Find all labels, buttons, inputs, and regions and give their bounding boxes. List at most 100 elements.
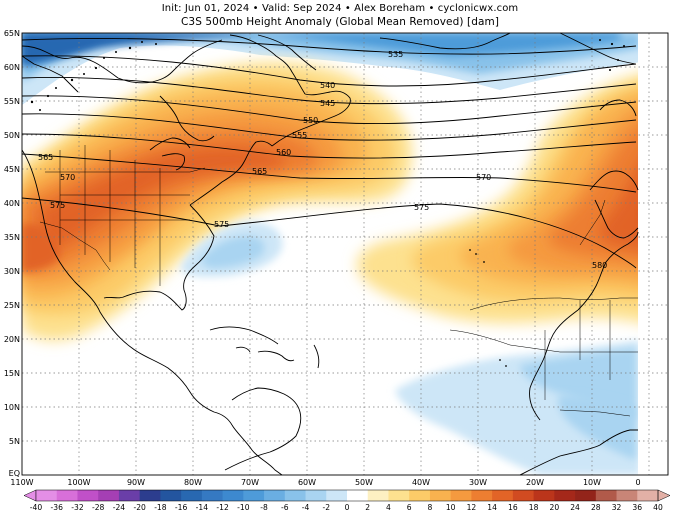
colorbar-swatch: [388, 490, 410, 501]
colorbar-tick-label: 12: [467, 503, 477, 511]
colorbar-tick-label: 14: [487, 503, 497, 511]
graticule: [22, 33, 668, 475]
colorbar-swatch: [98, 490, 120, 501]
lat-label: 25N: [4, 301, 20, 310]
colorbar-tick-label: -20: [133, 503, 146, 511]
colorbar-swatch: [181, 490, 203, 501]
lat-label: 45N: [4, 165, 20, 174]
colorbar-min-arrow: [23, 489, 37, 502]
colorbar-tick-label: 24: [570, 503, 580, 511]
lat-label: 20N: [4, 335, 20, 344]
lon-label: 70W: [241, 478, 259, 487]
colorbar-tick-label: -18: [154, 503, 167, 511]
colorbar-swatch: [264, 490, 286, 501]
longitude-labels: 110W 100W 90W 80W 70W 60W 50W 40W 30W 20…: [10, 478, 640, 487]
lat-label: 30N: [4, 267, 20, 276]
colorbar-tick-label: -36: [51, 503, 64, 511]
island-specks: [30, 39, 625, 367]
contour-labels: 535 540 545 550 555 560 565 565 570 570 …: [38, 50, 607, 270]
lon-label: 10W: [583, 478, 601, 487]
height-contours: [21, 37, 637, 269]
colorbar-tick-label: 28: [591, 503, 601, 511]
colorbar-tick-label: 36: [632, 503, 642, 511]
colorbar-tick-label: 40: [653, 503, 663, 511]
lat-label: 40N: [4, 199, 20, 208]
lat-label: 50N: [4, 131, 20, 140]
lon-label: 30W: [469, 478, 487, 487]
colorbar-swatch: [347, 490, 369, 501]
colorbar-frame: [35, 489, 659, 502]
colorbar-tick-label: 32: [612, 503, 622, 511]
colorbar-tick-label: 16: [508, 503, 518, 511]
contour-label: 550: [303, 116, 318, 125]
contour-label: 565: [252, 167, 267, 176]
colorbar-max-arrow: [657, 489, 671, 502]
colorbar-swatch: [429, 490, 452, 501]
colorbar-tick-label: -12: [216, 503, 229, 511]
lon-label: 100W: [67, 478, 90, 487]
lat-label: 5N: [9, 437, 20, 446]
colorbar-swatch: [326, 490, 348, 501]
colorbar-swatch: [595, 490, 617, 501]
colorbar: -40 -36 -32 -28 -24 -20 -18 -16 -14 -12 -10 -8 -6 -4-…: [23, 489, 671, 511]
colorbar-swatch: [160, 490, 182, 501]
contour-label: 560: [276, 148, 291, 157]
colorbar-tick-label: -28: [92, 503, 105, 511]
colorbar-tick-label: 4: [386, 503, 391, 511]
contour-label: 545: [320, 99, 335, 108]
lon-label: 20W: [526, 478, 544, 487]
colorbar-tick-label: -8: [260, 503, 268, 511]
colorbar-swatch: [243, 490, 265, 501]
colorbar-tick-label: 6: [407, 503, 412, 511]
lon-label: 90W: [127, 478, 145, 487]
colorbar-tick-label: 0: [345, 503, 350, 511]
coastlines: [21, 32, 639, 476]
contour-label: 575: [214, 220, 229, 229]
colorbar-tick-label: -4: [302, 503, 310, 511]
colorbar-tick-label: -2: [322, 503, 330, 511]
colorbar-swatch: [450, 490, 472, 501]
colorbar-swatch: [471, 490, 493, 501]
colorbar-swatch: [512, 490, 534, 501]
colorbar-swatch: [492, 490, 514, 501]
colorbar-swatch: [575, 490, 597, 501]
colorbar-tick-label: -32: [71, 503, 84, 511]
colorbar-tick-label: -24: [113, 503, 126, 511]
colorbar-tick-label: 18: [529, 503, 539, 511]
lon-label: 0: [635, 478, 640, 487]
colorbar-swatch: [616, 490, 638, 501]
colorbar-tick-label: 2: [365, 503, 370, 511]
header-init-line: Init: Jun 01, 2024 • Valid: Sep 2024 • A…: [161, 3, 519, 14]
contour-label: 535: [388, 50, 403, 59]
lat-label: 65N: [4, 29, 20, 38]
map-frame: [21, 32, 669, 476]
colorbar-swatch: [118, 490, 141, 501]
colorbar-swatch: [201, 490, 223, 501]
colorbar-swatch: [139, 490, 161, 501]
lat-label: 35N: [4, 233, 20, 242]
colorbar-tick-label: -14: [196, 503, 209, 511]
colorbar-tick-label: 20: [549, 503, 559, 511]
colorbar-swatch: [222, 490, 244, 501]
colorbar-swatch: [284, 490, 306, 501]
latitude-labels: 65N 60N 55N 50N 45N 40N 35N 30N 25N 20N …: [4, 29, 20, 478]
lon-label: 60W: [298, 478, 316, 487]
lat-label: EQ: [9, 469, 20, 478]
lat-label: 60N: [4, 63, 20, 72]
colorbar-swatch: [77, 490, 99, 501]
contour-label: 575: [50, 201, 65, 210]
colorbar-swatch: [56, 490, 78, 501]
colorbar-tick-label: -16: [175, 503, 188, 511]
colorbar-tick-label: 10: [446, 503, 456, 511]
colorbar-tick-label: 8: [428, 503, 433, 511]
colorbar-tick-label: -6: [281, 503, 289, 511]
contour-label: 575: [414, 203, 429, 212]
colorbar-swatch: [637, 490, 659, 501]
colorbar-swatch: [305, 490, 327, 501]
map-title: C3S 500mb Height Anomaly (Global Mean Re…: [180, 16, 500, 28]
lat-label: 10N: [4, 403, 20, 412]
contour-label: 570: [60, 173, 75, 182]
lon-label: 50W: [355, 478, 373, 487]
lon-label: 80W: [184, 478, 202, 487]
